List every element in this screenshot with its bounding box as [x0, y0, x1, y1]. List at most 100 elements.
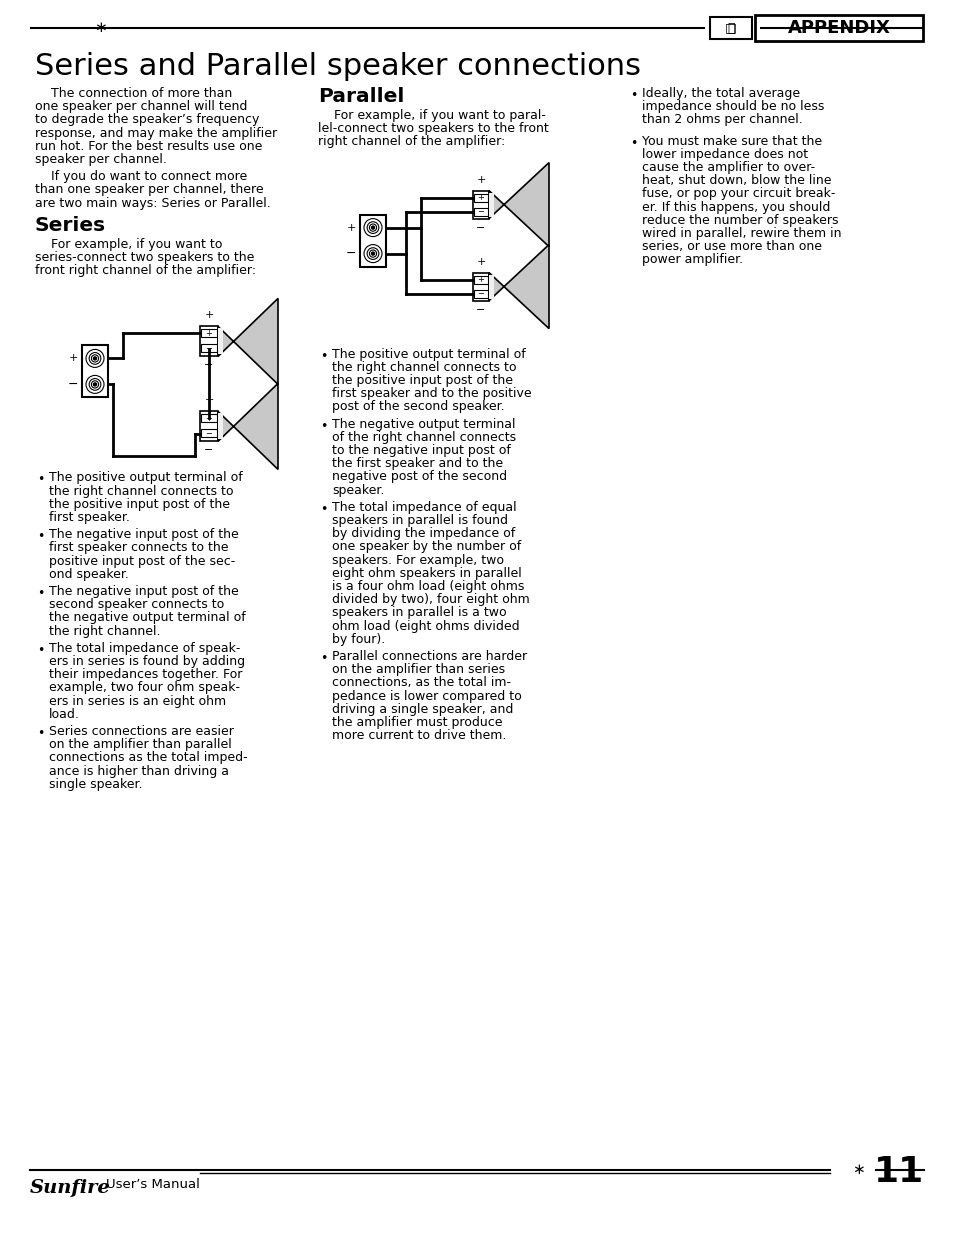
Bar — [754, 15, 923, 41]
Text: •: • — [37, 530, 45, 543]
Text: Series: Series — [35, 216, 106, 235]
Text: fuse, or pop your circuit break-: fuse, or pop your circuit break- — [641, 188, 835, 200]
Text: single speaker.: single speaker. — [49, 778, 142, 790]
Text: •: • — [629, 137, 637, 149]
Text: ond speaker.: ond speaker. — [49, 568, 129, 580]
Text: For example, if you want to: For example, if you want to — [35, 238, 222, 251]
Text: front right channel of the amplifier:: front right channel of the amplifier: — [35, 264, 255, 277]
Text: +: + — [205, 329, 213, 338]
Bar — [473, 190, 489, 219]
Text: on the amplifier than series: on the amplifier than series — [332, 663, 504, 677]
Text: You must make sure that the: You must make sure that the — [641, 135, 821, 148]
Text: ∗: ∗ — [93, 21, 107, 36]
Text: −: − — [345, 247, 355, 261]
Text: on the amplifier than parallel: on the amplifier than parallel — [49, 739, 232, 751]
Text: 11: 11 — [873, 1155, 923, 1189]
Text: The positive output terminal of: The positive output terminal of — [49, 472, 242, 484]
Text: negative post of the second: negative post of the second — [332, 471, 507, 483]
Text: The negative input post of the: The negative input post of the — [49, 585, 238, 598]
Text: divided by two), four eight ohm: divided by two), four eight ohm — [332, 593, 529, 606]
Bar — [474, 207, 488, 216]
Text: run hot. For the best results use one: run hot. For the best results use one — [35, 140, 262, 153]
Text: •: • — [37, 473, 45, 487]
Text: than 2 ohms per channel.: than 2 ohms per channel. — [641, 114, 801, 126]
Text: •: • — [319, 350, 327, 363]
Polygon shape — [489, 245, 548, 329]
Text: pedance is lower compared to: pedance is lower compared to — [332, 689, 521, 703]
Text: •: • — [37, 727, 45, 740]
Text: first speaker connects to the: first speaker connects to the — [49, 541, 229, 555]
Text: to degrade the speaker’s frequency: to degrade the speaker’s frequency — [35, 114, 259, 126]
Text: is a four ohm load (eight ohms: is a four ohm load (eight ohms — [332, 580, 524, 593]
Text: are two main ways: Series or Parallel.: are two main ways: Series or Parallel. — [35, 196, 271, 210]
Bar — [201, 345, 216, 352]
Text: The positive output terminal of: The positive output terminal of — [332, 347, 525, 361]
Text: connections as the total imped-: connections as the total imped- — [49, 751, 248, 764]
Text: their impedances together. For: their impedances together. For — [49, 668, 242, 682]
Text: series-connect two speakers to the: series-connect two speakers to the — [35, 251, 254, 264]
Text: Sunfire: Sunfire — [30, 1179, 111, 1197]
Bar — [201, 415, 216, 422]
Text: ance is higher than driving a: ance is higher than driving a — [49, 764, 229, 778]
Text: If you do want to connect more: If you do want to connect more — [35, 170, 247, 183]
Text: the positive input post of the: the positive input post of the — [332, 374, 513, 387]
Bar — [473, 273, 489, 300]
Text: −: − — [476, 305, 485, 315]
Text: •: • — [319, 503, 327, 516]
Text: speaker per channel.: speaker per channel. — [35, 153, 167, 165]
Text: driving a single speaker, and: driving a single speaker, and — [332, 703, 513, 716]
Polygon shape — [489, 274, 494, 299]
Text: of the right channel connects: of the right channel connects — [332, 431, 516, 443]
Text: −: − — [476, 222, 485, 232]
Text: +: + — [477, 193, 484, 203]
Text: •: • — [319, 420, 327, 432]
Text: ers in series is found by adding: ers in series is found by adding — [49, 655, 245, 668]
Text: the negative output terminal of: the negative output terminal of — [49, 611, 246, 625]
Bar — [474, 289, 488, 298]
Text: impedance should be no less: impedance should be no less — [641, 100, 823, 114]
Text: For example, if you want to paral-: For example, if you want to paral- — [317, 109, 545, 122]
Text: The negative output terminal: The negative output terminal — [332, 417, 515, 431]
Text: cause the amplifier to over-: cause the amplifier to over- — [641, 161, 814, 174]
Polygon shape — [218, 329, 223, 354]
Text: reduce the number of speakers: reduce the number of speakers — [641, 214, 838, 227]
Text: to the negative input post of: to the negative input post of — [332, 445, 511, 457]
Text: Series connections are easier: Series connections are easier — [49, 725, 233, 739]
Text: first speaker and to the positive: first speaker and to the positive — [332, 388, 531, 400]
Text: −: − — [477, 207, 484, 216]
Text: one speaker per channel will tend: one speaker per channel will tend — [35, 100, 247, 114]
Text: by dividing the impedance of: by dividing the impedance of — [332, 527, 515, 540]
Polygon shape — [489, 193, 494, 216]
Bar — [200, 326, 218, 357]
Text: the right channel connects to: the right channel connects to — [49, 484, 233, 498]
Text: load.: load. — [49, 708, 80, 721]
Text: the right channel connects to: the right channel connects to — [332, 361, 516, 374]
Text: speakers in parallel is found: speakers in parallel is found — [332, 514, 507, 527]
Text: The negative input post of the: The negative input post of the — [49, 529, 238, 541]
Text: the right channel.: the right channel. — [49, 625, 160, 637]
Text: −: − — [204, 446, 213, 456]
Circle shape — [93, 357, 96, 359]
Text: first speaker.: first speaker. — [49, 511, 130, 524]
Text: lower impedance does not: lower impedance does not — [641, 148, 807, 161]
Text: −: − — [204, 361, 213, 370]
Text: •: • — [37, 643, 45, 657]
Text: The connection of more than: The connection of more than — [35, 86, 232, 100]
Text: connections, as the total im-: connections, as the total im- — [332, 677, 511, 689]
Bar — [201, 430, 216, 437]
Text: Parallel: Parallel — [317, 86, 404, 106]
Text: power amplifier.: power amplifier. — [641, 253, 742, 267]
Text: the first speaker and to the: the first speaker and to the — [332, 457, 502, 471]
Bar — [709, 17, 751, 40]
Text: the amplifier must produce: the amplifier must produce — [332, 716, 502, 729]
Text: heat, shut down, blow the line: heat, shut down, blow the line — [641, 174, 831, 188]
Text: +: + — [204, 310, 213, 320]
Text: User’s Manual: User’s Manual — [106, 1178, 200, 1191]
Text: •: • — [319, 652, 327, 664]
Polygon shape — [218, 299, 277, 384]
Text: 📖: 📖 — [726, 21, 734, 35]
Text: than one speaker per channel, there: than one speaker per channel, there — [35, 184, 263, 196]
Text: ers in series is an eight ohm: ers in series is an eight ohm — [49, 694, 226, 708]
Bar — [82, 346, 108, 398]
Text: The total impedance of speak-: The total impedance of speak- — [49, 642, 240, 655]
